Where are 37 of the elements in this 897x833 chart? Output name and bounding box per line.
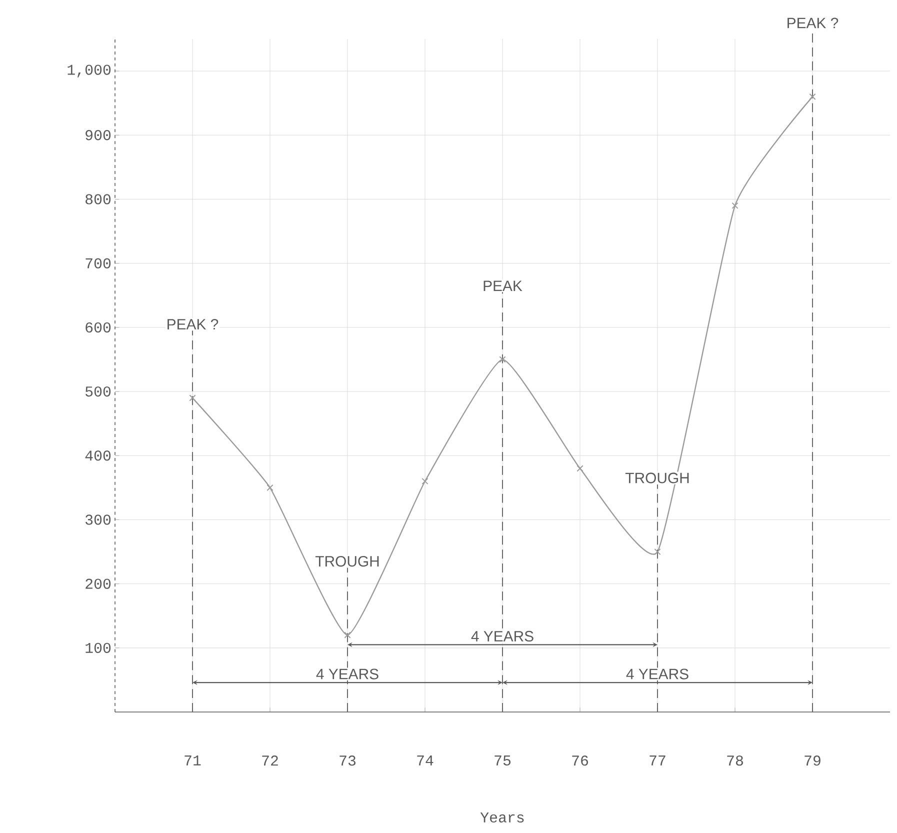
point xyxy=(654,548,661,556)
x-axis-title: Years xyxy=(480,812,524,822)
point xyxy=(266,484,274,491)
point xyxy=(189,394,196,402)
point xyxy=(422,478,428,485)
x-tick-label: 77 xyxy=(650,756,666,766)
ref-line-label: PEAK ? xyxy=(168,318,218,330)
ref-line-label: TROUGH xyxy=(625,472,689,484)
y-tick-label: 700 xyxy=(86,258,111,268)
x-tick-label: 78 xyxy=(727,756,743,766)
point xyxy=(344,632,351,638)
x-tick-label: 79 xyxy=(804,756,820,766)
y-tick-label: 800 xyxy=(86,194,111,204)
y-tick-label: 500 xyxy=(86,386,111,397)
point xyxy=(732,202,738,209)
annotation: 4 YEARS xyxy=(471,630,534,642)
x-tick-label: 72 xyxy=(262,756,278,766)
ref-line-label: PEAK xyxy=(484,280,522,291)
y-tick-label: 1,000 xyxy=(68,64,111,78)
annotation: 4 YEARS xyxy=(626,668,688,680)
y-tick-label: 200 xyxy=(86,578,111,589)
x-tick-label: 74 xyxy=(417,756,434,766)
y-tick-label: 300 xyxy=(86,514,111,525)
y-tick-label: 900 xyxy=(86,130,111,140)
ref-line-label: TROUGH xyxy=(315,556,379,567)
point xyxy=(576,465,584,472)
y-tick-label: 400 xyxy=(85,450,111,461)
ref-line-label: PEAK ? xyxy=(788,18,838,28)
point xyxy=(809,93,816,100)
y-tick-label: 600 xyxy=(86,322,111,332)
x-tick-label: 71 xyxy=(184,756,201,766)
y-tick-label: 100 xyxy=(86,642,111,653)
x-tick-label: 75 xyxy=(494,756,511,766)
annotation: 4 YEARS xyxy=(316,668,378,680)
point xyxy=(499,356,506,363)
x-tick-label: 76 xyxy=(572,756,588,766)
x-tick-label: 73 xyxy=(340,756,356,766)
